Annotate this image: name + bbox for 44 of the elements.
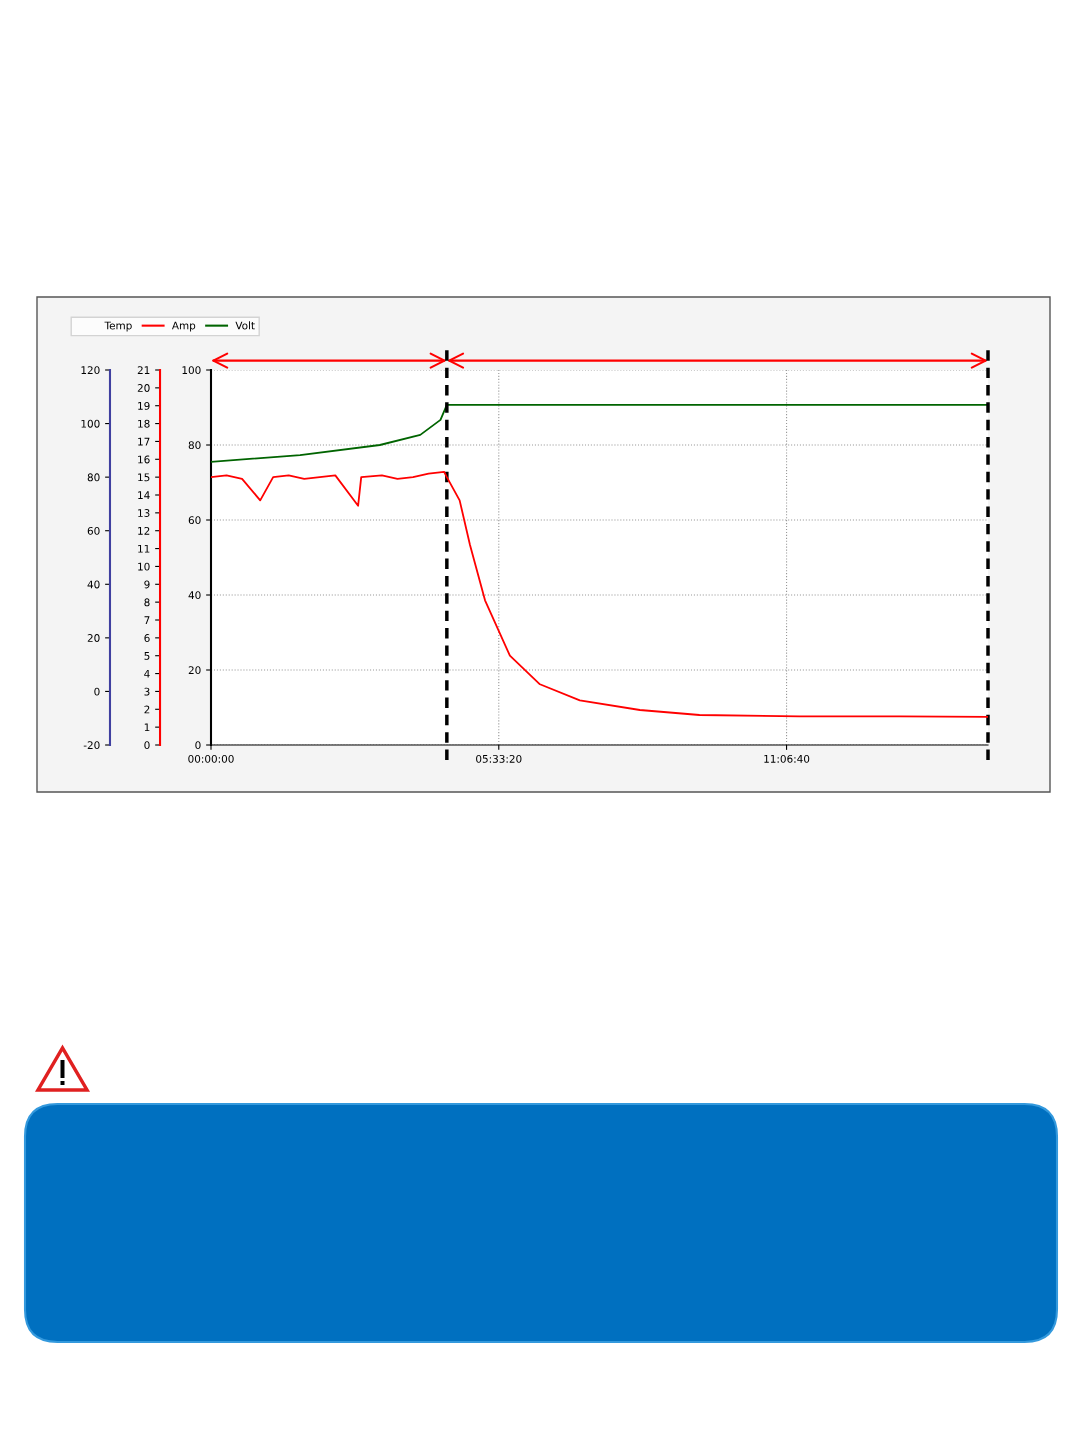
- y2-tick-label: 120: [81, 366, 100, 375]
- y3-tick-label: 13: [138, 509, 150, 517]
- y-tick-label: 40: [188, 591, 201, 600]
- y2-tick-label: 0: [94, 687, 100, 696]
- y3-tick-label: 1: [144, 723, 150, 732]
- y3-tick-label: 19: [138, 401, 150, 410]
- y3-tick-label: 0: [144, 741, 150, 750]
- y-tick-label: 60: [188, 516, 201, 525]
- y3-tick-label: 11: [138, 544, 150, 553]
- y-tick-label: 100: [182, 366, 201, 375]
- y3-tick-label: 2: [144, 705, 150, 714]
- y2-tick-label: 20: [87, 634, 100, 642]
- y-tick-label: 20: [188, 666, 201, 675]
- y-tick-label: 0: [195, 741, 201, 750]
- y3-tick-label: 5: [144, 652, 150, 660]
- y3-tick-label: 6: [144, 634, 150, 642]
- y3-tick-label: 4: [144, 669, 150, 678]
- y2-tick-label: 40: [87, 580, 100, 589]
- y3-tick-label: 18: [138, 419, 150, 428]
- x-tick-label: 00:00:00: [188, 754, 234, 763]
- y-tick-label: 80: [188, 441, 201, 450]
- y3-tick-label: 15: [138, 473, 150, 482]
- y3-tick-label: 17: [138, 437, 150, 446]
- line-series: [211, 403, 988, 463]
- y3-tick-label: 12: [138, 526, 150, 535]
- y3-tick-label: 10: [138, 562, 150, 571]
- legend-label: Volt: [235, 321, 255, 330]
- y2-tick-label: 100: [81, 419, 100, 428]
- line-series: [211, 470, 988, 718]
- x-tick-label: 05:33:20: [476, 754, 522, 763]
- text: Temp: [104, 321, 132, 332]
- y3-tick-label: 9: [144, 580, 150, 589]
- y3-tick-label: 7: [144, 616, 150, 624]
- y3-tick-label: 20: [137, 384, 150, 392]
- y2-tick-label: -20: [83, 741, 100, 750]
- y3-tick-label: 3: [144, 687, 150, 696]
- y2-tick-label: 80: [87, 473, 100, 482]
- x-tick-label: 11:06:40: [764, 754, 810, 763]
- y3-tick-label: 14: [138, 491, 150, 499]
- y3-tick-label: 16: [138, 455, 150, 464]
- legend-label: Amp: [171, 321, 196, 332]
- y2-tick-label: 60: [87, 526, 100, 535]
- y3-tick-label: 21: [137, 366, 150, 374]
- y3-tick-label: 8: [144, 598, 150, 607]
